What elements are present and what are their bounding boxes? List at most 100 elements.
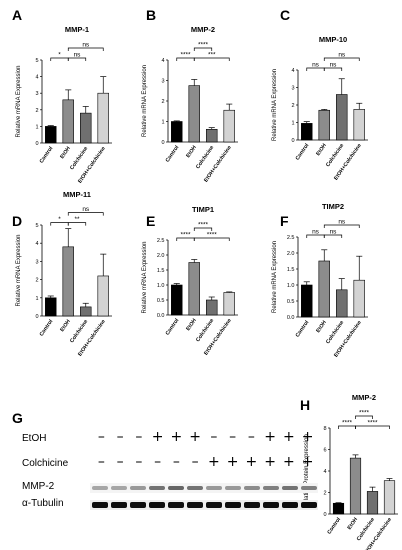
colchicine-sign-lane-6: – xyxy=(191,454,199,470)
mmp2-band-strip xyxy=(90,483,318,493)
etoh-sign-lane-10: + xyxy=(264,429,276,445)
y-tick-label-d: 4 xyxy=(35,241,38,247)
significance-bracket-a-2 xyxy=(67,57,87,61)
colchicine-sign-lane-8: + xyxy=(226,454,239,470)
tubulin-band-label: α-Tubulin xyxy=(22,498,64,509)
colchicine-sign-lane-7: + xyxy=(208,454,220,470)
bar-e-3 xyxy=(206,299,218,316)
y-axis-label-b: Relative mRNA Expression xyxy=(142,65,148,137)
mmp2-band-lane-8 xyxy=(224,486,241,490)
y-tick-label-e: 1.5 xyxy=(157,268,165,274)
mmp2-band-lane-11 xyxy=(281,486,298,490)
bar-a-1 xyxy=(45,126,57,144)
chart-title-h: MMP-2 xyxy=(352,393,376,402)
y-tick-label-d: 3 xyxy=(35,259,38,265)
y-tick-label-f: 0.0 xyxy=(287,315,295,321)
bar-h-4 xyxy=(383,480,396,515)
bar-a-3 xyxy=(80,112,92,144)
x-tick-label-b-2: EtOH xyxy=(185,145,198,159)
panel-letter-h: H xyxy=(300,397,310,413)
y-tick-label-f: 1.5 xyxy=(287,267,295,273)
etoh-sign-lane-5: + xyxy=(170,429,183,445)
y-axis-label-a: Relative mRNA Expression xyxy=(16,65,22,137)
y-tick-label-e: 1.0 xyxy=(157,283,165,289)
bar-d-3 xyxy=(80,306,92,317)
bar-b-1 xyxy=(171,121,183,143)
mmp2-band-lane-10 xyxy=(262,486,279,490)
significance-label-h-1: **** xyxy=(342,420,353,427)
significance-label-a-1: * xyxy=(58,52,61,59)
y-tick-label-h: 2 xyxy=(323,491,326,497)
y-tick-label-a: 0 xyxy=(35,141,38,147)
colchicine-sign-lane-4: – xyxy=(154,454,162,470)
tubulin-band-lane-12 xyxy=(300,502,317,508)
significance-label-b-1: **** xyxy=(180,52,191,59)
y-tick-label-h: 0 xyxy=(323,512,326,518)
mmp2-band-lane-7 xyxy=(205,486,222,490)
significance-bracket-c-2 xyxy=(323,67,343,71)
bar-d-1 xyxy=(45,297,57,317)
y-tick-label-b: 1 xyxy=(161,120,164,126)
colchicine-sign-lane-2: – xyxy=(116,454,124,470)
panel-letter-b: B xyxy=(146,7,156,23)
y-axis-label-c: Relative mRNA Expression xyxy=(272,69,278,141)
tubulin-band-lane-8 xyxy=(224,502,241,508)
x-tick-label-a-2: EtOH xyxy=(59,146,72,160)
bar-b-4 xyxy=(223,109,235,143)
y-axis-label-f: Relative mRNA Expression xyxy=(272,241,278,313)
y-tick-label-f: 2.0 xyxy=(287,251,295,257)
significance-label-b-2: **** xyxy=(198,42,209,49)
bar-c-2 xyxy=(318,109,330,141)
mmp2-band-lane-5 xyxy=(167,486,184,490)
x-tick-label-h-2: EtOH xyxy=(347,517,360,531)
y-axis-label-e: Relative mRNA Expression xyxy=(142,241,148,313)
significance-label-e-2: **** xyxy=(198,222,209,229)
significance-bracket-b-2 xyxy=(193,47,213,51)
significance-label-f-3: ns xyxy=(338,219,346,226)
significance-bracket-h-3 xyxy=(355,425,390,429)
significance-label-c-1: ns xyxy=(312,62,320,69)
y-tick-label-h: 8 xyxy=(323,426,326,432)
bar-f-2 xyxy=(318,260,330,318)
mmp2-band-lane-9 xyxy=(243,486,260,490)
significance-label-d-2: ** xyxy=(74,216,80,223)
bar-b-3 xyxy=(206,128,218,143)
tubulin-band-strip xyxy=(90,500,318,510)
y-tick-label-d: 0 xyxy=(35,314,38,320)
etoh-sign-lane-9: – xyxy=(247,429,255,445)
panel-letter-a: A xyxy=(12,7,22,23)
y-tick-label-h: 4 xyxy=(323,469,326,475)
y-tick-label-e: 2.5 xyxy=(157,238,165,244)
y-tick-label-c: 3 xyxy=(291,86,294,92)
y-tick-label-a: 4 xyxy=(35,75,38,81)
bar-c-4 xyxy=(353,109,365,141)
significance-label-d-3: ns xyxy=(82,206,90,213)
x-tick-label-e-1: Control xyxy=(165,317,181,336)
mmp2-band-lane-2 xyxy=(110,486,127,490)
x-tick-label-d-2: EtOH xyxy=(59,319,72,333)
significance-bracket-d-3 xyxy=(67,212,104,216)
tubulin-band-lane-4 xyxy=(148,502,165,508)
panel-letter-f: F xyxy=(280,213,289,229)
significance-bracket-d-2 xyxy=(67,222,87,226)
significance-label-c-2: ns xyxy=(330,62,338,69)
significance-label-c-3: ns xyxy=(338,52,346,59)
etoh-sign-lane-12: + xyxy=(301,429,314,445)
y-tick-label-b: 2 xyxy=(161,99,164,105)
tubulin-band-lane-7 xyxy=(205,502,222,508)
x-tick-label-c-1: Control xyxy=(295,142,311,161)
bar-f-4 xyxy=(353,279,365,318)
significance-label-f-1: ns xyxy=(312,229,320,236)
significance-bracket-a-3 xyxy=(67,47,104,51)
significance-bracket-h-2 xyxy=(355,415,373,419)
x-tick-label-a-1: Control xyxy=(39,145,55,164)
etoh-row-label: EtOH xyxy=(22,433,47,444)
significance-bracket-f-3 xyxy=(323,224,360,228)
y-tick-label-a: 3 xyxy=(35,91,38,97)
mmp2-band-lane-12 xyxy=(300,486,317,490)
panel-letter-d: D xyxy=(12,213,22,229)
y-tick-label-e: 0.0 xyxy=(157,313,165,319)
y-tick-label-c: 1 xyxy=(291,121,294,127)
colchicine-row-label: Colchicine xyxy=(22,458,69,469)
